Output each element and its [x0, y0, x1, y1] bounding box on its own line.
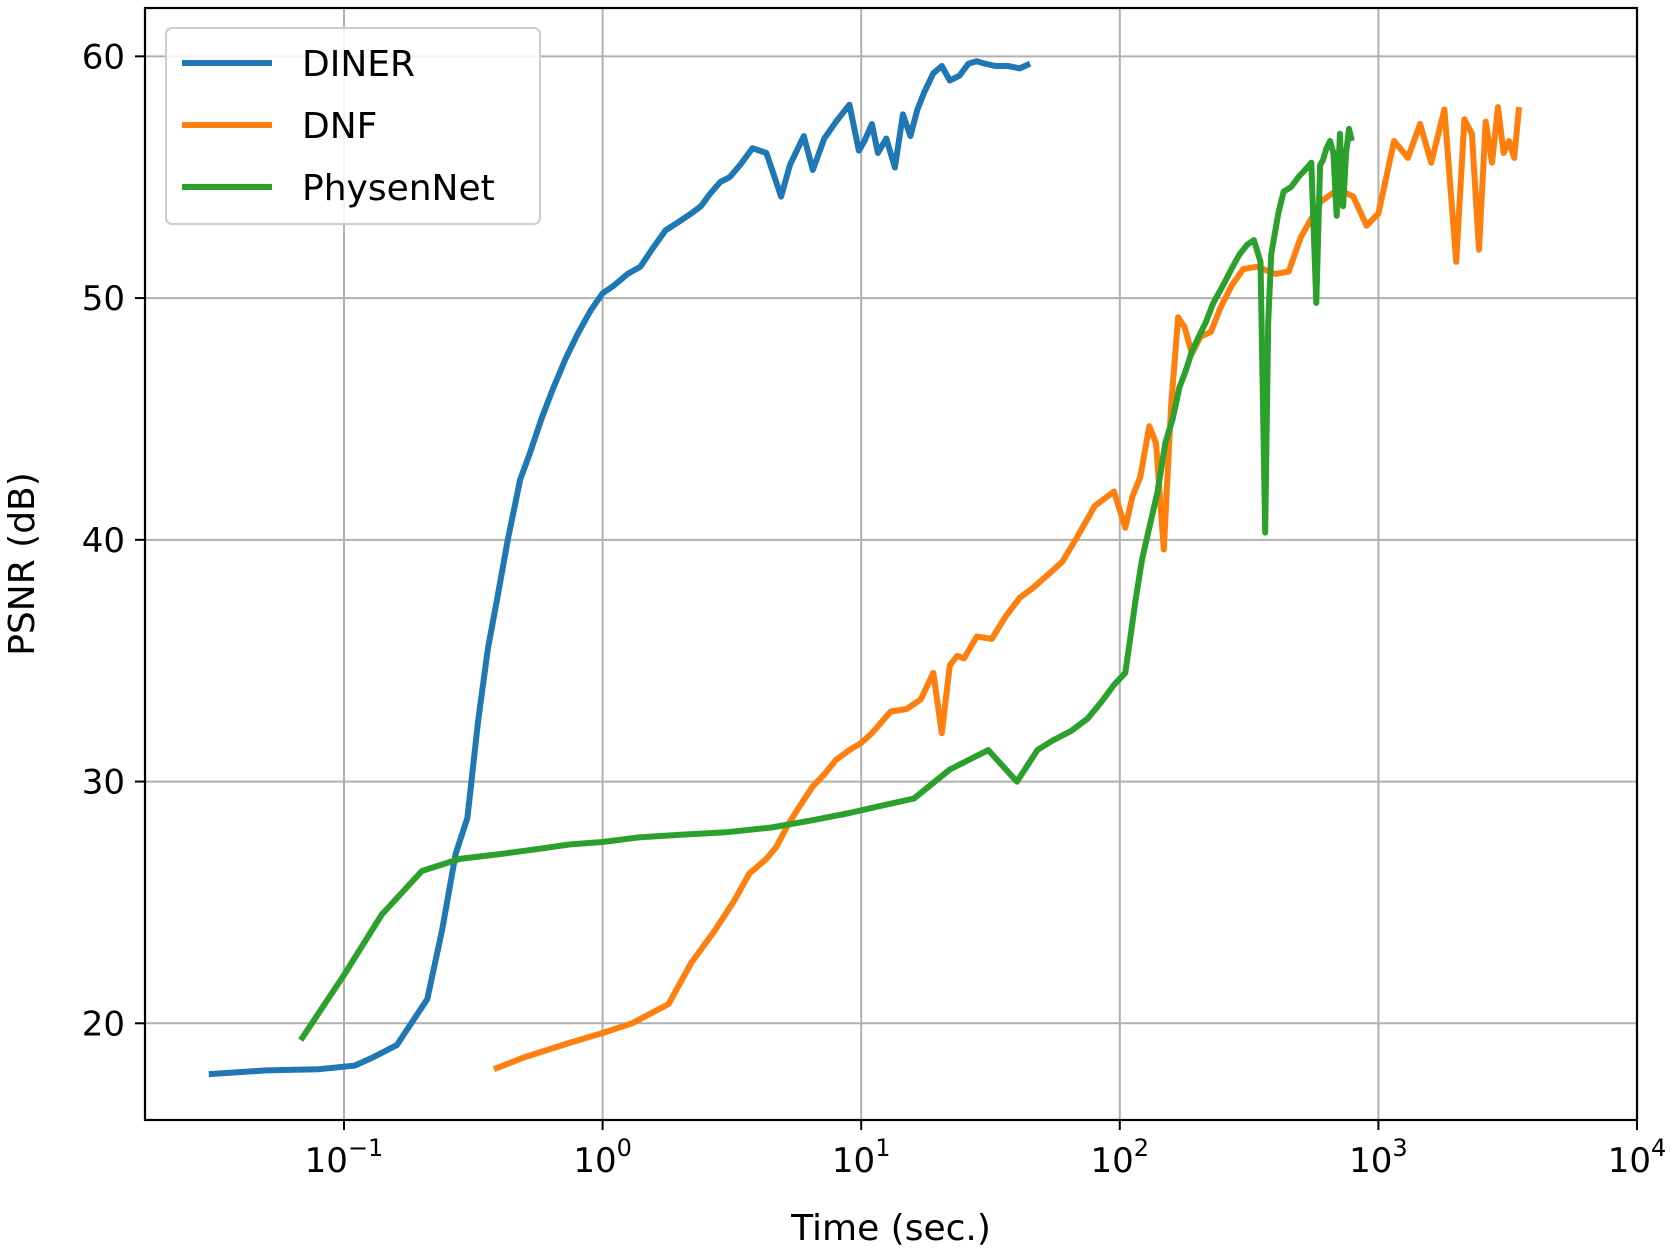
x-tick-label: 100 [573, 1134, 632, 1181]
y-tick-label: 40 [82, 521, 125, 561]
legend: DINER DNF PhysenNet [165, 27, 541, 225]
series-line-physennet [298, 125, 1355, 1042]
x-tick-label: 102 [1091, 1134, 1150, 1181]
y-tick-label: 30 [82, 763, 125, 803]
legend-label: DNF [302, 106, 377, 147]
y-tick-label: 20 [82, 1004, 125, 1044]
x-tick-label: 103 [1349, 1134, 1408, 1181]
series-line-diner [208, 58, 1032, 1078]
plot-frame [143, 6, 1639, 1122]
x-tick-label: 104 [1608, 1134, 1667, 1181]
legend-label: DINER [302, 44, 415, 85]
legend-box [165, 27, 541, 225]
legend-label: PhysenNet [302, 168, 495, 209]
series-line-dnf [492, 104, 1523, 1072]
x-axis-label: Time (sec.) [790, 1208, 991, 1249]
axis-ticks: 10−1 100 101 102 103 104 20 30 40 50 60 [82, 37, 1667, 1181]
y-axis-label: PSNR (dB) [2, 472, 43, 656]
y-tick-label: 60 [82, 37, 125, 77]
y-tick-label: 50 [82, 279, 125, 319]
x-tick-label: 10−1 [305, 1134, 384, 1181]
x-tick-label: 101 [832, 1134, 891, 1181]
series-lines [208, 58, 1523, 1078]
grid-lines [145, 8, 1638, 1120]
